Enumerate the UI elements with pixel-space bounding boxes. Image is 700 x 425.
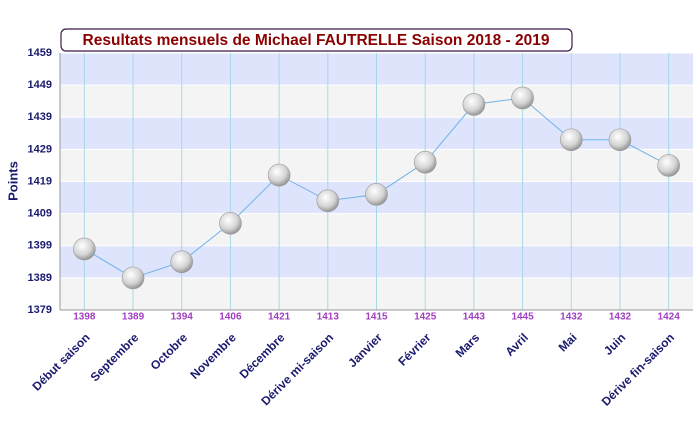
data-label: 1424	[658, 312, 681, 323]
x-tick-label: Janvier	[345, 330, 385, 370]
chart-title: Resultats mensuels de Michael FAUTRELLE …	[83, 32, 550, 49]
y-tick-label: 1389	[28, 272, 52, 284]
data-label: 1398	[73, 312, 96, 323]
data-label: 1406	[219, 312, 242, 323]
x-tick-label: Février	[395, 330, 433, 368]
marker	[608, 128, 632, 152]
marker	[462, 93, 486, 116]
x-tick-label: Juin	[601, 330, 628, 357]
marker	[170, 250, 194, 274]
data-label: 1445	[511, 312, 534, 323]
marker	[413, 150, 437, 174]
data-label: 1413	[317, 312, 340, 323]
y-tick-label: 1449	[28, 79, 52, 91]
data-label: 1432	[560, 312, 583, 323]
data-label: 1394	[171, 312, 194, 323]
data-label: 1432	[609, 312, 632, 323]
marker	[73, 237, 96, 261]
y-axis-label: Points	[5, 161, 20, 201]
x-tick-label: Mars	[453, 330, 483, 360]
title-box	[60, 28, 573, 52]
x-tick-label: Septembre	[88, 330, 142, 384]
y-tick-label: 1419	[28, 175, 52, 187]
marker	[511, 86, 534, 110]
marker	[316, 189, 340, 213]
data-label: 1443	[463, 312, 486, 323]
x-tick-label: Début saison	[30, 330, 93, 393]
x-tick-label: Mai	[556, 330, 580, 354]
y-tick-label: 1409	[28, 208, 52, 220]
data-label: 1425	[414, 312, 437, 323]
data-label: 1421	[268, 312, 291, 323]
y-tick-label: 1429	[28, 143, 52, 155]
x-tick-label: Octobre	[148, 330, 191, 373]
plot-area	[60, 52, 693, 311]
x-tick-label: Novembre	[187, 330, 239, 382]
marker	[121, 266, 145, 290]
marker	[657, 154, 680, 177]
marker	[365, 183, 388, 206]
marker	[559, 128, 583, 152]
y-tick-label: 1459	[28, 47, 52, 59]
y-tick-label: 1439	[28, 111, 52, 123]
marker	[267, 163, 291, 187]
y-tick-label: 1399	[28, 240, 52, 252]
y-tick-label: 1379	[28, 304, 52, 316]
data-label: 1415	[365, 312, 388, 323]
x-tick-label: Avril	[502, 330, 530, 358]
marker	[219, 211, 242, 235]
data-label: 1389	[122, 312, 145, 323]
x-tick-label: Décembre	[237, 330, 288, 381]
